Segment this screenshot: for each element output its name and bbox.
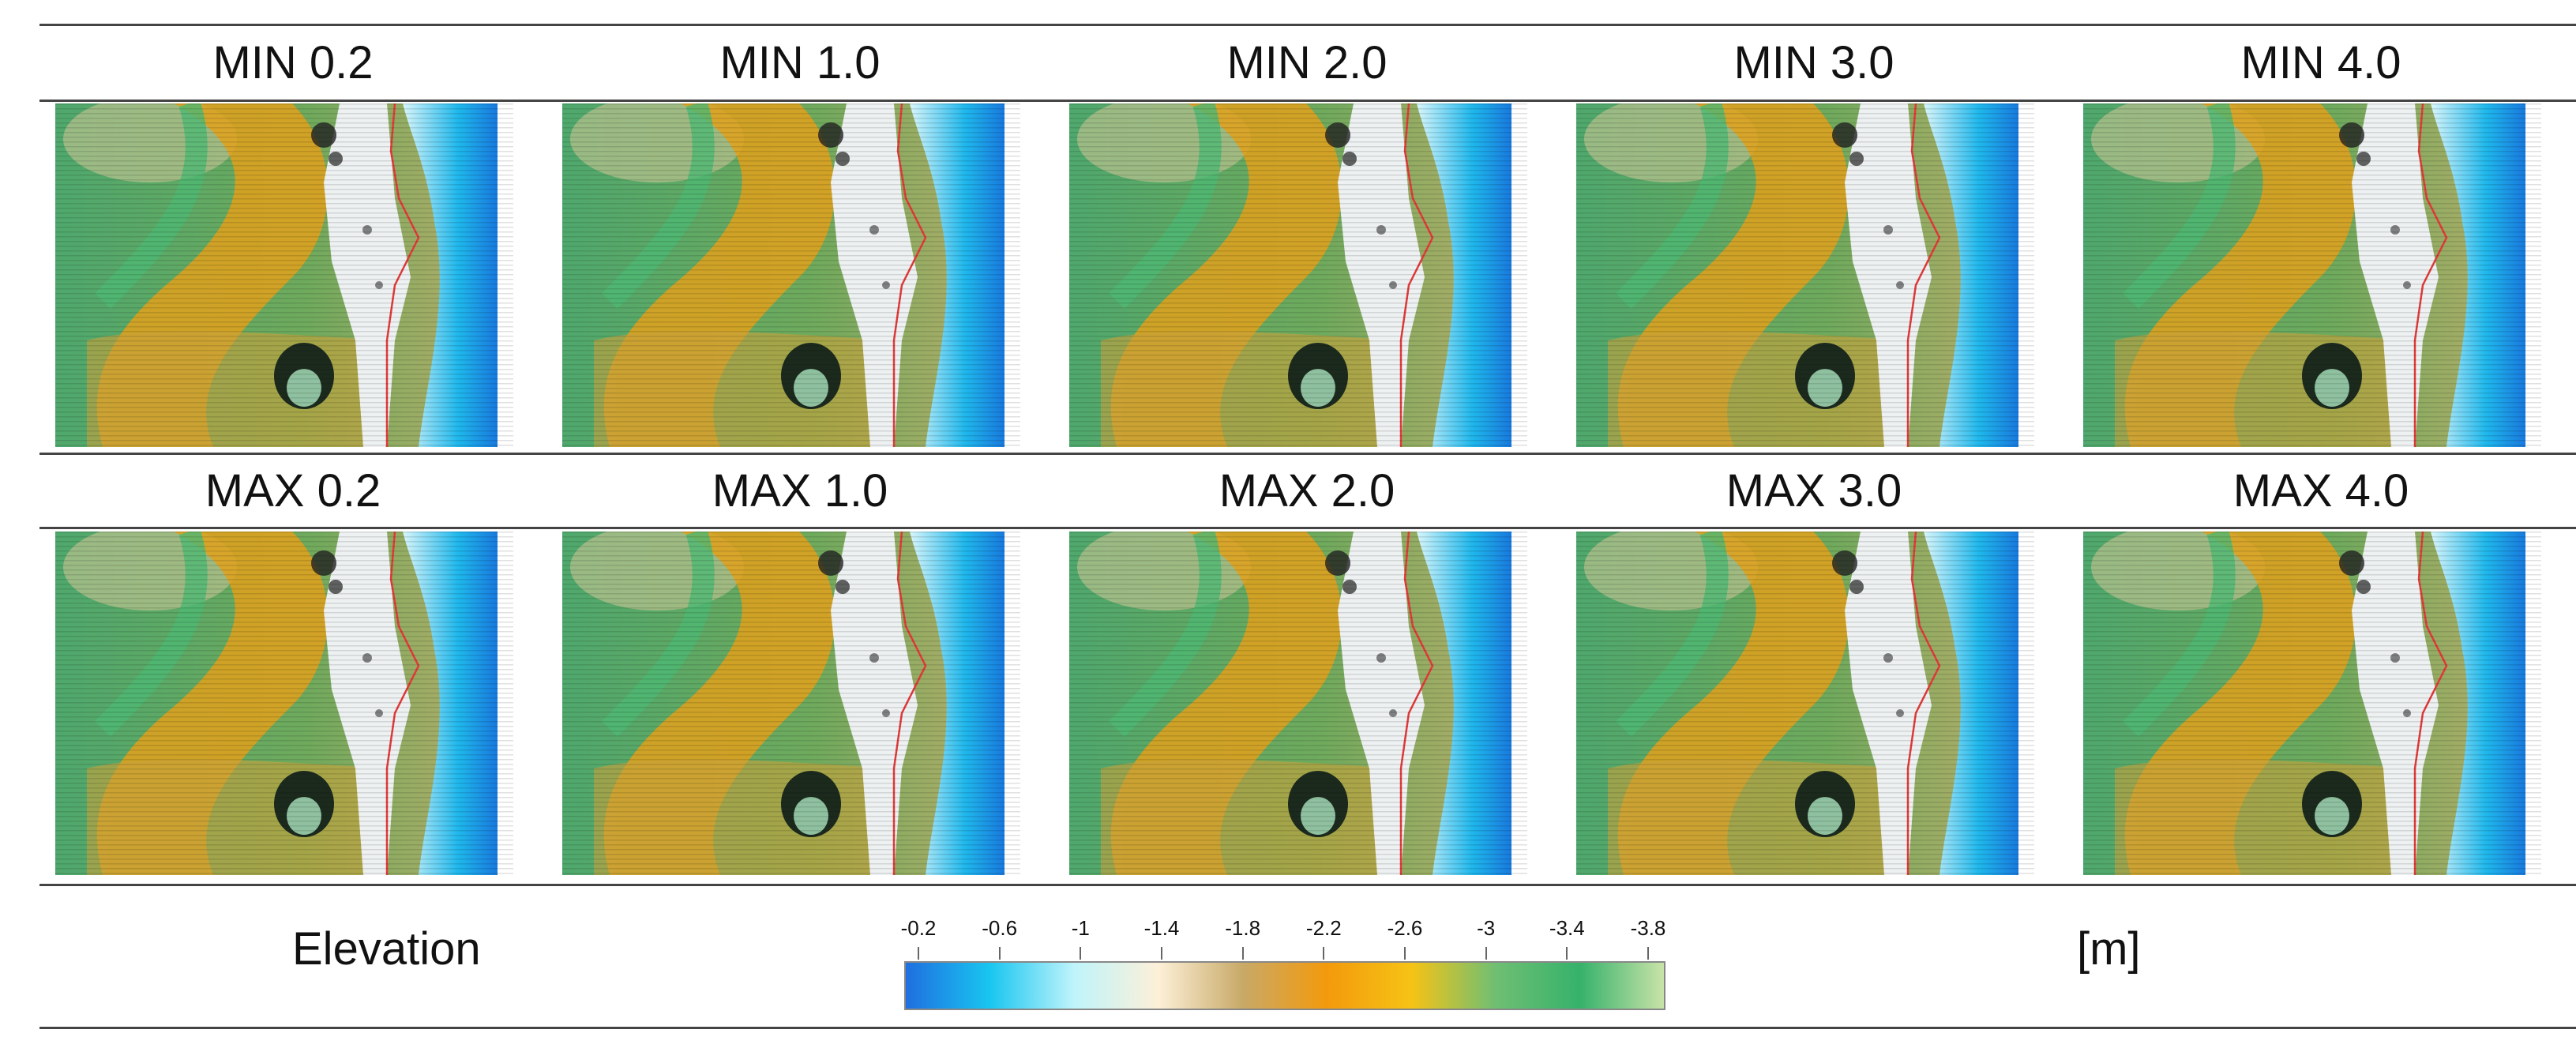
- colorbar-tick-label: -0.2: [900, 916, 937, 940]
- legend-title: Elevation: [292, 923, 481, 975]
- panel-label-min-0.2: MIN 0.2: [212, 37, 374, 88]
- colorbar-tick-label: -3.4: [1549, 916, 1585, 940]
- colorbar-tick-label: -1.4: [1143, 916, 1180, 940]
- colorbar-tick-mark: [1241, 947, 1244, 960]
- panel-label-max-0.2: MAX 0.2: [205, 465, 381, 517]
- elevation-map-max-3.0: [1576, 532, 2034, 875]
- colorbar-tick-mark: [1323, 947, 1325, 960]
- colorbar-tick-label: -2.2: [1305, 916, 1342, 940]
- max-label-row: MAX 0.2 MAX 1.0 MAX 2.0 MAX 3.0 MAX 4.0: [39, 456, 2576, 527]
- colorbar-tick-label: -3.8: [1630, 916, 1666, 940]
- colorbar-tick-mark: [1161, 947, 1162, 960]
- panel-label-min-3.0: MIN 3.0: [1733, 37, 1894, 88]
- divider-above-legend: [39, 884, 2576, 886]
- divider-under-max-labels: [39, 527, 2576, 529]
- elevation-map-min-3.0: [1576, 103, 2034, 447]
- colorbar-tick-mark: [1404, 947, 1406, 960]
- panel-label-min-4.0: MIN 4.0: [2240, 37, 2401, 88]
- divider-bottom: [39, 1027, 2576, 1029]
- divider-top: [39, 24, 2576, 26]
- colorbar-tick-label: -2.6: [1387, 916, 1423, 940]
- colorbar-tick-label: -0.6: [982, 916, 1018, 940]
- colorbar-tick-mark: [918, 947, 919, 960]
- colorbar-tick-mark: [1566, 947, 1568, 960]
- colorbar-tick-mark: [998, 947, 1001, 960]
- colorbar-tick-label: -1: [1071, 916, 1090, 940]
- elevation-map-max-2.0: [1069, 532, 1527, 875]
- colorbar-tick-mark: [1647, 947, 1649, 960]
- colorbar-tick-label: -3: [1477, 916, 1496, 940]
- panel-label-max-3.0: MAX 3.0: [1725, 465, 1902, 517]
- panel-label-max-1.0: MAX 1.0: [712, 465, 888, 517]
- colorbar-tick-mark: [1080, 947, 1082, 960]
- legend-unit: [m]: [2077, 923, 2141, 975]
- elevation-map-max-4.0: [2083, 532, 2541, 875]
- elevation-map-min-0.2: [55, 103, 513, 447]
- elevation-map-max-1.0: [562, 532, 1020, 875]
- max-map-row: [39, 532, 2576, 879]
- panel-label-max-4.0: MAX 4.0: [2232, 465, 2409, 517]
- divider-under-min-labels: [39, 100, 2576, 102]
- elevation-map-min-2.0: [1069, 103, 1527, 447]
- elevation-map-max-0.2: [55, 532, 513, 875]
- elevation-map-min-1.0: [562, 103, 1020, 447]
- elevation-colorbar: [904, 961, 1665, 1010]
- panel-label-max-2.0: MAX 2.0: [1219, 465, 1395, 517]
- panel-label-min-2.0: MIN 2.0: [1226, 37, 1388, 88]
- divider-between-rows: [39, 453, 2576, 455]
- colorbar-tick-mark: [1485, 947, 1487, 960]
- min-map-row: [39, 103, 2576, 451]
- colorbar-tick-label: -1.8: [1225, 916, 1261, 940]
- panel-label-min-1.0: MIN 1.0: [719, 37, 881, 88]
- elevation-map-min-4.0: [2083, 103, 2541, 447]
- min-label-row: MIN 0.2 MIN 1.0 MIN 2.0 MIN 3.0 MIN 4.0: [39, 28, 2576, 99]
